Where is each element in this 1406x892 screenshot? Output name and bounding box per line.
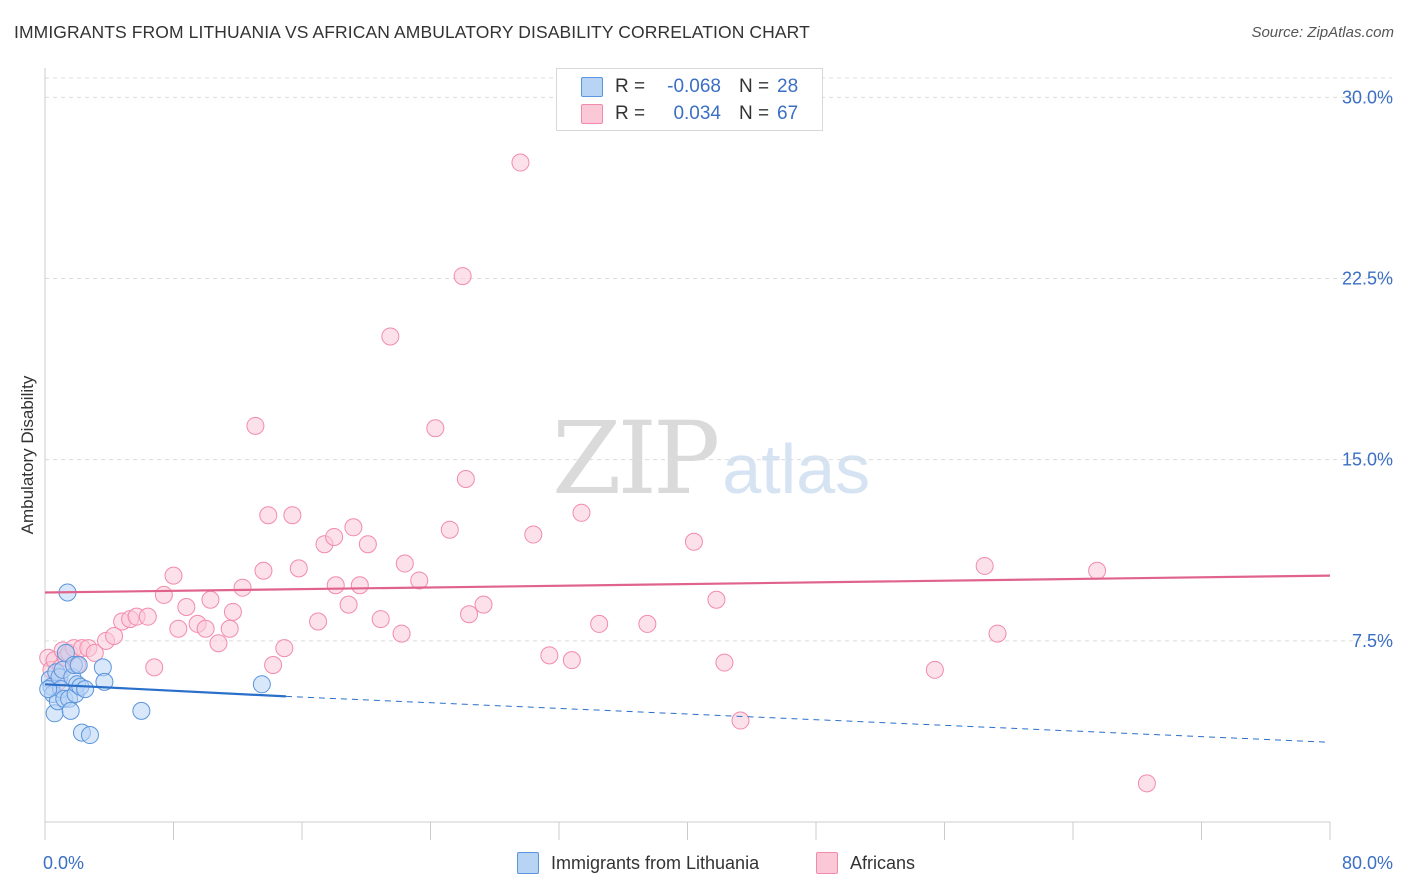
data-point-lithuania — [39, 680, 58, 699]
watermark-atlas: atlas — [722, 430, 871, 508]
r-value: -0.068 — [667, 76, 721, 97]
data-point-africans — [220, 619, 239, 638]
data-point-africans — [925, 660, 944, 679]
data-point-africans — [264, 655, 283, 674]
data-point-africans — [460, 605, 479, 624]
data-point-lithuania — [80, 726, 99, 745]
data-point-africans — [275, 639, 294, 658]
data-point-africans — [358, 535, 377, 554]
data-point-africans — [410, 571, 429, 590]
data-point-africans — [524, 525, 543, 544]
legend-label-africans: Africans — [850, 852, 916, 873]
chart-title: IMMIGRANTS FROM LITHUANIA VS AFRICAN AMB… — [14, 22, 810, 42]
r-label: R = — [615, 76, 646, 97]
data-point-africans — [562, 651, 581, 670]
data-point-africans — [371, 610, 390, 629]
legend-swatch-africans — [581, 104, 603, 124]
data-point-lithuania — [252, 675, 271, 694]
data-point-africans — [456, 469, 475, 488]
chart-source: Source: ZipAtlas.com — [1251, 24, 1394, 41]
r-label: R = — [615, 103, 646, 124]
x-tick-label: 80.0% — [1342, 853, 1393, 873]
data-point-africans — [395, 554, 414, 573]
data-point-africans — [259, 506, 278, 525]
legend-swatch-lithuania — [517, 852, 539, 874]
legend-label-lithuania: Immigrants from Lithuania — [551, 852, 760, 873]
legend-swatch-africans — [816, 852, 838, 874]
y-tick-label: 7.5% — [1352, 631, 1393, 651]
data-point-africans — [138, 607, 157, 626]
x-tick-label: 0.0% — [43, 853, 84, 873]
trend-line-lithuania — [44, 683, 286, 698]
data-point-africans — [201, 590, 220, 609]
data-point-africans — [707, 590, 726, 609]
data-point-africans — [684, 532, 703, 551]
data-point-africans — [339, 595, 358, 614]
n-label: N = — [739, 76, 770, 97]
data-point-africans — [453, 267, 472, 286]
series-legend: Immigrants from Lithuania Africans — [0, 852, 1406, 878]
correlation-legend: R = -0.068 N = 28 R = 0.034 N = 67 — [556, 68, 823, 131]
data-point-africans — [85, 643, 104, 662]
y-tick-label: 15.0% — [1342, 450, 1393, 470]
n-value: 67 — [777, 103, 799, 124]
data-point-africans — [426, 419, 445, 438]
data-point-africans — [223, 602, 242, 621]
data-point-africans — [233, 578, 252, 597]
data-point-africans — [540, 646, 559, 665]
data-point-africans — [177, 598, 196, 617]
data-point-africans — [164, 566, 183, 585]
watermark: ZIPatlas — [552, 400, 870, 517]
data-point-lithuania — [132, 701, 151, 720]
data-point-africans — [350, 576, 369, 595]
data-point-africans — [169, 619, 188, 638]
data-point-africans — [1088, 561, 1107, 580]
data-point-africans — [289, 559, 308, 578]
data-point-africans — [392, 624, 411, 643]
y-tick-label: 22.5% — [1342, 268, 1393, 288]
data-point-africans — [196, 619, 215, 638]
data-point-africans — [344, 518, 363, 537]
y-tick-label: 30.0% — [1342, 87, 1393, 107]
data-point-africans — [154, 585, 173, 604]
legend-row-lithuania: R = -0.068 N = 28 — [581, 74, 798, 100]
data-point-africans — [440, 520, 459, 539]
data-point-africans — [572, 503, 591, 522]
data-point-africans — [988, 624, 1007, 643]
data-point-africans — [1137, 774, 1156, 793]
data-point-lithuania — [69, 655, 88, 674]
watermark-zip: ZIP — [552, 400, 720, 517]
data-point-africans — [381, 327, 400, 346]
trend-line-lithuania-extension — [285, 695, 1331, 743]
trend-line-africans — [44, 574, 1331, 594]
data-point-africans — [715, 653, 734, 672]
data-point-africans — [105, 627, 124, 645]
legend-item-africans: Africans — [816, 852, 915, 874]
legend-row-africans: R = 0.034 N = 67 — [581, 101, 798, 127]
data-point-africans — [590, 614, 609, 633]
data-point-africans — [474, 595, 493, 614]
legend-swatch-lithuania — [581, 77, 603, 97]
data-point-africans — [511, 153, 530, 172]
data-point-africans — [326, 576, 345, 595]
data-point-africans — [254, 561, 273, 580]
data-point-africans — [209, 634, 228, 653]
data-point-africans — [975, 556, 994, 575]
data-point-africans — [638, 614, 657, 633]
data-point-lithuania — [76, 680, 95, 699]
data-point-lithuania — [61, 701, 80, 720]
n-label: N = — [739, 103, 770, 124]
data-point-africans — [731, 711, 750, 730]
data-point-africans — [325, 527, 344, 546]
n-value: 28 — [777, 76, 799, 97]
data-point-africans — [309, 612, 328, 631]
data-point-africans — [246, 416, 265, 435]
data-point-africans — [145, 658, 164, 677]
r-value: 0.034 — [673, 103, 721, 124]
data-point-africans — [283, 506, 302, 525]
legend-item-lithuania: Immigrants from Lithuania — [517, 852, 759, 874]
